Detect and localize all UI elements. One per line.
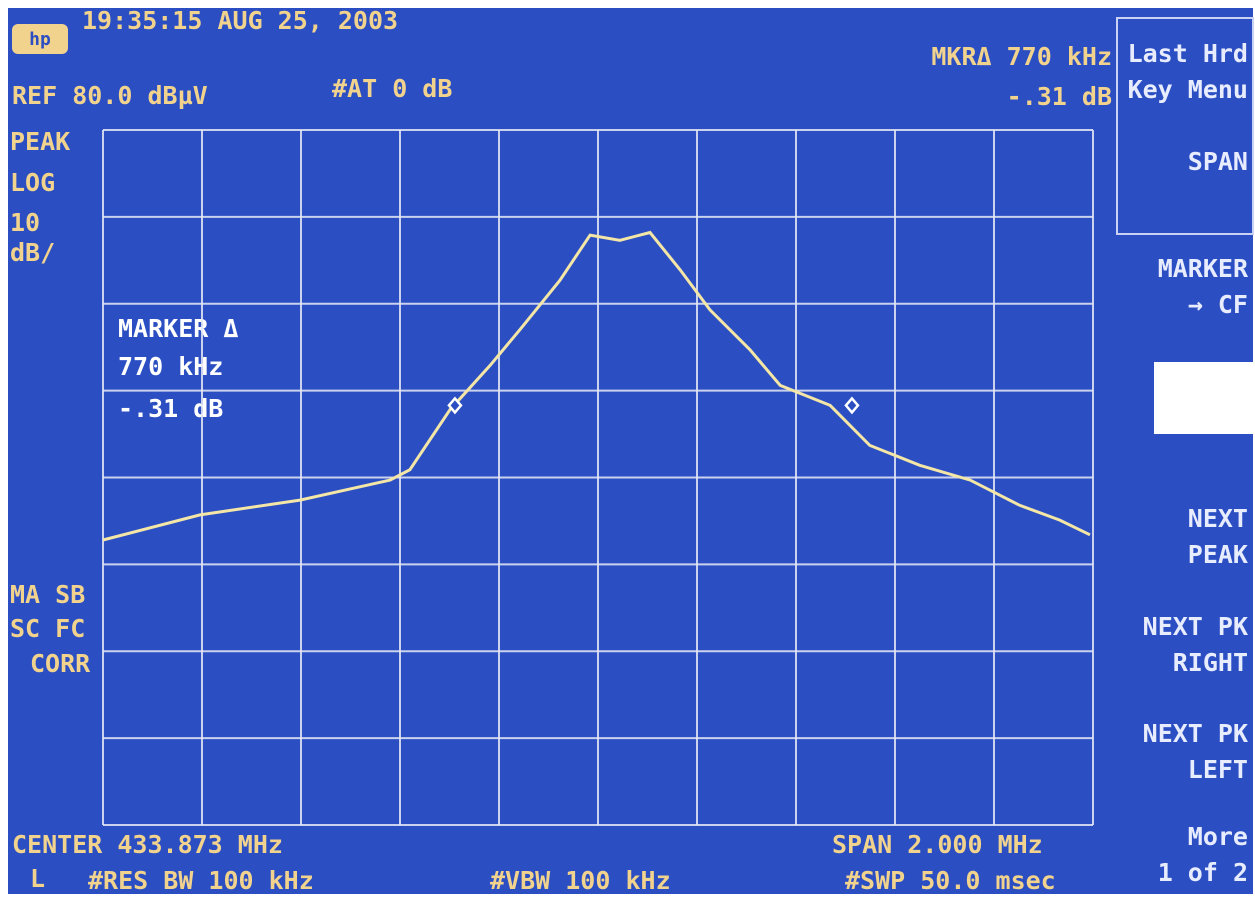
softkey-label[interactable]: NEXT PK bbox=[1143, 719, 1248, 748]
status-label: MA SB bbox=[10, 580, 85, 609]
sweep-time: #SWP 50.0 msec bbox=[845, 866, 1056, 895]
scale-label: LOG bbox=[10, 168, 55, 197]
softkey-label[interactable]: MARKER bbox=[1158, 254, 1249, 283]
trace bbox=[102, 230, 1091, 542]
softkey-label[interactable]: NEXT bbox=[1188, 504, 1248, 533]
hp-logo-box bbox=[12, 24, 68, 54]
softkey-label[interactable]: PEAK bbox=[1188, 540, 1248, 569]
graticule bbox=[102, 129, 1094, 826]
center-frequency: CENTER 433.873 MHz bbox=[12, 830, 283, 859]
status-label: CORR bbox=[30, 649, 91, 678]
scale-label: dB/ bbox=[10, 238, 55, 267]
softkey-label[interactable]: NEXT PK bbox=[1143, 612, 1248, 641]
softkeys: Last Hrd Key Menu SPAN MARKER → CF NEXT PEAK NE… bbox=[1128, 39, 1249, 887]
bottom-left-label: L bbox=[30, 864, 45, 893]
vbw: #VBW 100 kHz bbox=[490, 866, 671, 895]
softkey-label[interactable]: 1 of 2 bbox=[1158, 858, 1248, 887]
marker bbox=[844, 396, 860, 415]
marker-header: MKRΔ 770 kHz bbox=[931, 42, 1112, 71]
softkey-label[interactable]: Last Hrd bbox=[1128, 39, 1248, 68]
screen-background bbox=[8, 8, 1253, 894]
softkey-label[interactable]: Key Menu bbox=[1128, 75, 1248, 104]
span: SPAN 2.000 MHz bbox=[832, 830, 1043, 859]
marker-header-level: -.31 dB bbox=[1007, 82, 1112, 111]
marker bbox=[447, 396, 463, 415]
hp-logo: hp bbox=[29, 29, 51, 50]
timestamp: 19:35:15 AUG 25, 2003 bbox=[82, 6, 398, 35]
scale-label: 10 bbox=[10, 208, 40, 237]
trace-area bbox=[102, 230, 1091, 542]
marker-box-text: 770 kHz bbox=[118, 352, 223, 381]
marker-box-text: -.31 dB bbox=[118, 394, 223, 423]
attenuation: #AT 0 dB bbox=[332, 74, 452, 103]
detector-label: PEAK bbox=[10, 127, 70, 156]
softkey-label[interactable]: → CF bbox=[1188, 290, 1248, 319]
softkey-label[interactable]: LEFT bbox=[1188, 755, 1248, 784]
softkey-blank bbox=[1154, 362, 1253, 434]
status-label: SC FC bbox=[10, 614, 85, 643]
softkey-label[interactable]: More bbox=[1188, 822, 1248, 851]
softkey-label[interactable]: SPAN bbox=[1188, 147, 1248, 176]
ref-level: REF 80.0 dBµV bbox=[12, 81, 208, 110]
softkey-label[interactable]: RIGHT bbox=[1173, 648, 1248, 677]
softkey-frame bbox=[1116, 17, 1254, 235]
marker-box-text: MARKER Δ bbox=[118, 314, 238, 343]
res-bw: #RES BW 100 kHz bbox=[88, 866, 314, 895]
